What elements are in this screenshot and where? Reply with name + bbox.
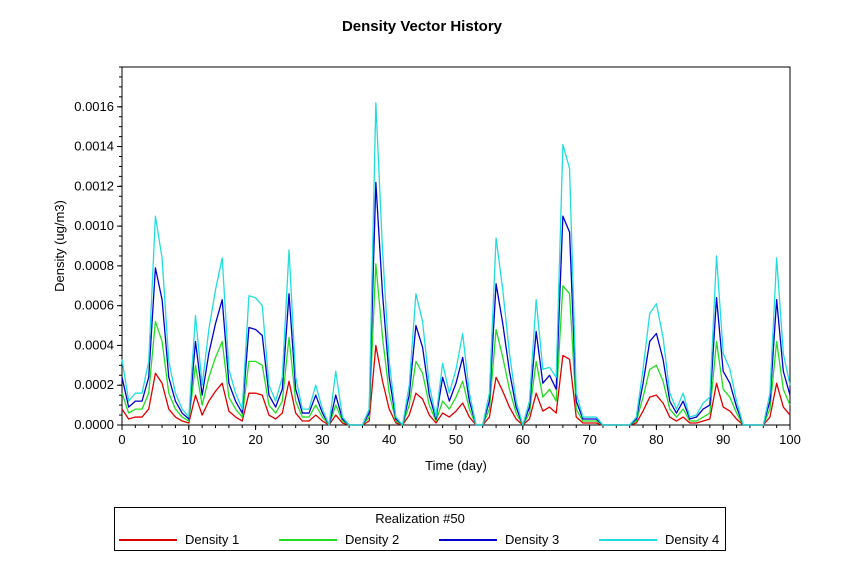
legend-label: Density 4 — [665, 532, 720, 547]
y-tick-label: 0.0010 — [74, 218, 114, 233]
legend-label: Density 2 — [345, 532, 400, 547]
legend-items: Density 1 Density 2 Density 3 Density 4 — [115, 531, 725, 549]
x-tick-label: 10 — [182, 432, 196, 447]
x-tick-label: 70 — [582, 432, 596, 447]
y-tick-label: 0.0002 — [74, 377, 114, 392]
legend-item-density-1: Density 1 — [117, 531, 269, 549]
x-tick-label: 60 — [516, 432, 530, 447]
legend-label: Density 1 — [185, 532, 240, 547]
series-line-density-1 — [121, 344, 791, 426]
legend-swatch — [279, 539, 337, 541]
x-tick-label: 80 — [649, 432, 663, 447]
y-axis-label: Density (ug/m3) — [52, 200, 67, 292]
legend-item-density-3: Density 3 — [437, 531, 589, 549]
y-tick-label: 0.0006 — [74, 298, 114, 313]
y-axis: 0.0000 0.0002 0.0004 0.0006 0.0008 0.0010 0.00… — [74, 66, 122, 432]
legend-swatch — [119, 539, 177, 541]
legend: Realization #50 Density 1 Density 2 Densit… — [114, 507, 726, 551]
x-tick-label: 20 — [248, 432, 262, 447]
x-tick-label: 30 — [315, 432, 329, 447]
x-axis: 0 10 20 30 40 50 60 70 80 90 100 — [118, 425, 801, 447]
x-tick-label: 50 — [449, 432, 463, 447]
y-tick-label: 0.0016 — [74, 99, 114, 114]
series-line-density-2 — [121, 263, 791, 426]
x-axis-label: Time (day) — [425, 458, 487, 473]
x-tick-label: 90 — [716, 432, 730, 447]
x-tick-label: 0 — [118, 432, 125, 447]
y-tick-label: 0.0000 — [74, 417, 114, 432]
y-tick-label: 0.0014 — [74, 139, 114, 154]
legend-item-density-4: Density 4 — [597, 531, 749, 549]
legend-title: Realization #50 — [375, 511, 465, 526]
series-line-density-4 — [121, 102, 791, 426]
legend-swatch — [599, 539, 657, 541]
plot-series — [121, 102, 791, 426]
y-tick-label: 0.0008 — [74, 258, 114, 273]
series-line-density-3 — [121, 181, 791, 426]
legend-label: Density 3 — [505, 532, 560, 547]
y-tick-label: 0.0012 — [74, 178, 114, 193]
x-tick-label: 100 — [779, 432, 801, 447]
x-tick-label: 40 — [382, 432, 396, 447]
y-tick-label: 0.0004 — [74, 337, 114, 352]
legend-swatch — [439, 539, 497, 541]
chart-title: Density Vector History — [342, 18, 503, 35]
legend-item-density-2: Density 2 — [277, 531, 429, 549]
